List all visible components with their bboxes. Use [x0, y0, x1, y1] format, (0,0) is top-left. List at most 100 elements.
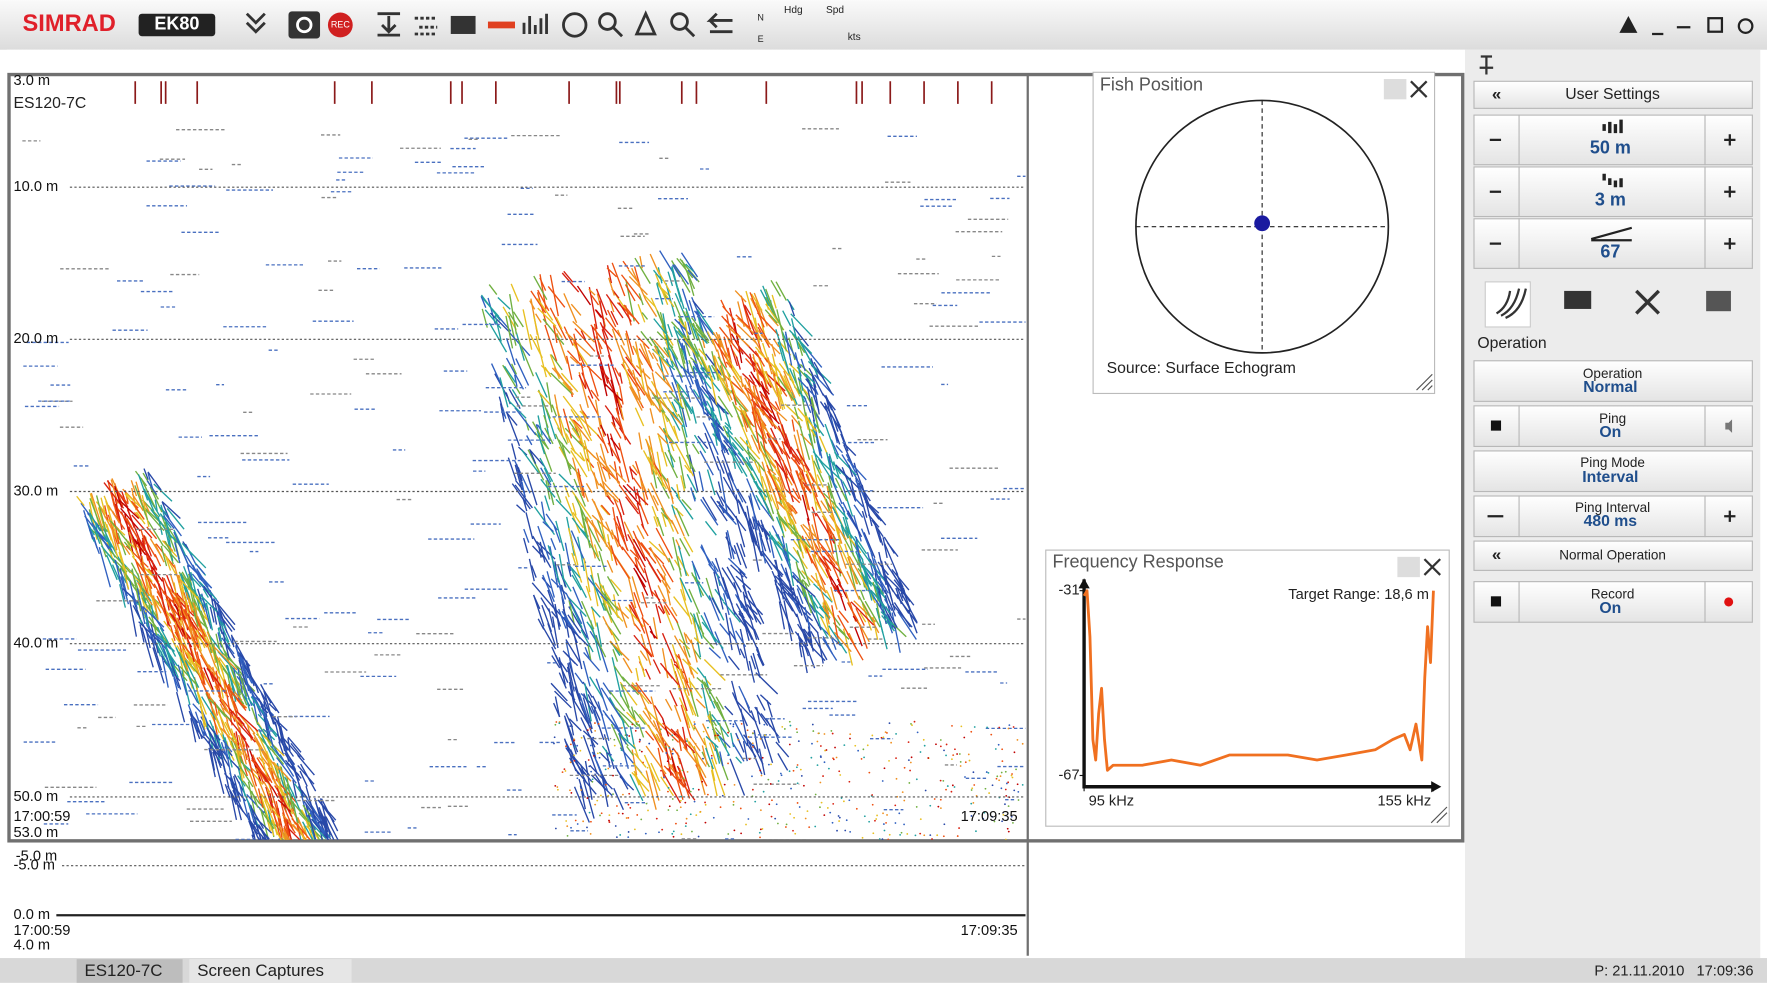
- fish-position-window[interactable]: [1093, 72, 1434, 393]
- section-label: Operation: [1477, 335, 1546, 352]
- echo-speck: [695, 814, 697, 816]
- echo-speck: [693, 721, 695, 723]
- echo-speck: [594, 722, 596, 724]
- tab-layout[interactable]: [1706, 291, 1731, 311]
- tab-label[interactable]: Screen Captures: [197, 961, 324, 980]
- tab-operation[interactable]: [1485, 282, 1530, 327]
- tab-label[interactable]: ES120-7C: [85, 961, 163, 980]
- echo-speck: [567, 835, 569, 837]
- echo-speck: [573, 754, 575, 756]
- echo-speck: [790, 725, 792, 727]
- echo-speck: [951, 791, 953, 793]
- echo-speck: [1007, 781, 1009, 783]
- echo-speck: [714, 749, 716, 751]
- echo-speck: [740, 808, 742, 810]
- echo-speck: [762, 828, 764, 830]
- echo-speck: [1000, 787, 1002, 789]
- echo-speck: [920, 818, 922, 820]
- range-value: 50 m: [1590, 138, 1631, 158]
- echo-speck: [879, 838, 881, 840]
- echo-speck: [945, 789, 947, 791]
- echo-speck: [694, 723, 696, 725]
- echo-speck: [680, 796, 682, 798]
- echo-speck: [640, 819, 642, 821]
- echo-speck: [686, 818, 688, 820]
- echo-speck: [951, 758, 953, 760]
- echo-speck: [898, 812, 900, 814]
- echo-speck: [612, 775, 614, 777]
- echo-speck: [616, 836, 618, 838]
- echo-speck: [673, 830, 675, 832]
- echo-speck: [885, 731, 887, 733]
- echo-speck: [797, 764, 799, 766]
- echo-speck: [1015, 768, 1017, 770]
- echo-speck: [701, 781, 703, 783]
- end-time: 17:09:35: [961, 809, 1018, 825]
- echo-speck: [796, 731, 798, 733]
- echo-speck: [929, 805, 931, 807]
- dock-button[interactable]: [1384, 79, 1407, 99]
- echo-speck: [702, 758, 704, 760]
- echo-speck: [934, 798, 936, 800]
- echo-speck: [954, 748, 956, 750]
- echo-speck: [875, 818, 877, 820]
- depth-label: 40.0 m: [14, 636, 59, 652]
- echo-speck: [590, 821, 592, 823]
- camera-button[interactable]: [288, 11, 320, 38]
- north: N: [757, 13, 764, 23]
- echo-speck: [1001, 772, 1003, 774]
- echo-speck: [996, 778, 998, 780]
- icon[interactable]: [451, 16, 476, 34]
- echo-speck: [896, 778, 898, 780]
- echo-speck: [789, 721, 791, 723]
- echo-speck: [616, 805, 618, 807]
- echo-speck: [832, 803, 834, 805]
- echo-speck: [722, 795, 724, 797]
- echo-speck: [639, 749, 641, 751]
- echo-speck: [833, 758, 835, 760]
- echo-speck: [615, 825, 617, 827]
- echo-speck: [727, 763, 729, 765]
- echo-speck: [911, 756, 913, 758]
- echo-speck: [565, 820, 567, 822]
- echo-speck: [641, 751, 643, 753]
- tab-display[interactable]: [1564, 291, 1591, 309]
- x-tick-label: 155 kHz: [1378, 793, 1432, 809]
- echo-speck: [748, 736, 750, 738]
- echo-speck: [627, 817, 629, 819]
- echo-speck: [620, 763, 622, 765]
- dock-button[interactable]: [1397, 557, 1420, 577]
- echo-speck: [672, 749, 674, 751]
- echo-speck: [820, 745, 822, 747]
- echo-speck: [660, 728, 662, 730]
- echo-speck: [937, 806, 939, 808]
- echo-speck: [674, 733, 676, 735]
- echo-speck: [691, 831, 693, 833]
- speed-label: Spd: [826, 5, 844, 16]
- model: EK80: [154, 14, 199, 34]
- echo-speck: [589, 728, 591, 730]
- echo-speck: [592, 781, 594, 783]
- echo-speck: [929, 834, 931, 836]
- echo-speck: [573, 760, 575, 762]
- window-title: Fish Position: [1100, 75, 1203, 95]
- echo-speck: [1005, 789, 1007, 791]
- echo-speck: [622, 794, 624, 796]
- echo-speck: [771, 799, 773, 801]
- echo-speck: [727, 754, 729, 756]
- ekb80-window: SIMRAD EK80 REC N E Hdg Spd kts 3.0 m ES…: [0, 0, 1767, 983]
- echo-speck: [695, 743, 697, 745]
- echo-speck: [838, 815, 840, 817]
- echo-speck: [854, 745, 856, 747]
- echo-speck: [1001, 760, 1003, 762]
- depth-label: 4.0 m: [14, 938, 51, 954]
- echo-speck: [798, 740, 800, 742]
- echo-speck: [848, 799, 850, 801]
- icon[interactable]: [488, 22, 515, 29]
- echo-speck: [796, 728, 798, 730]
- echo-speck: [698, 836, 700, 838]
- echo-speck: [665, 752, 667, 754]
- echo-speck: [940, 807, 942, 809]
- echo-speck: [862, 748, 864, 750]
- start-time: 17:00:59: [14, 923, 71, 939]
